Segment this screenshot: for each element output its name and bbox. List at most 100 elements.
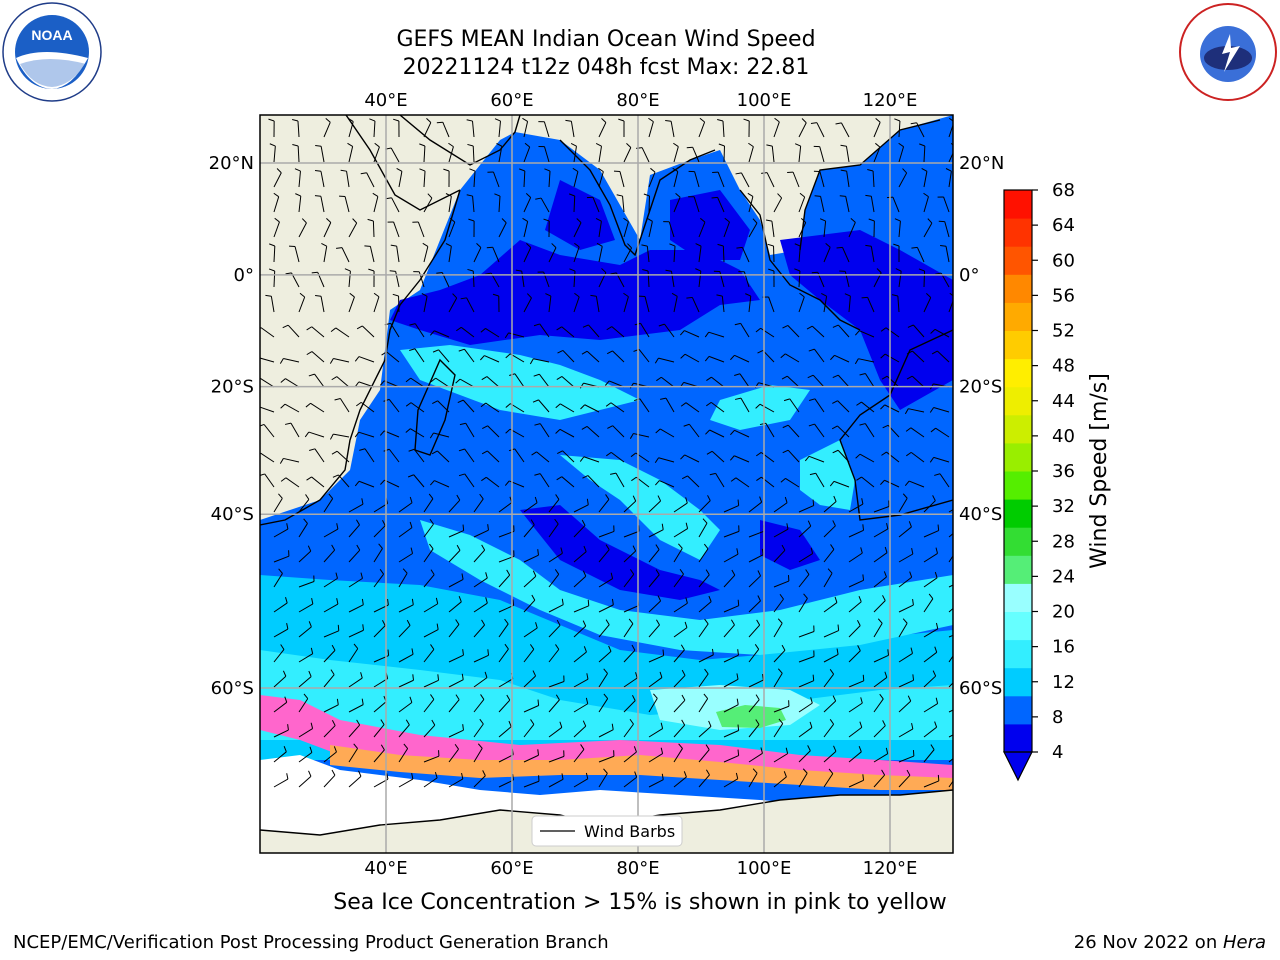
wind-barb — [260, 406, 275, 413]
wind-barb — [681, 475, 700, 488]
wind-barb — [273, 493, 283, 513]
sea-ice-note: Sea Ice Concentration > 15% is shown in … — [333, 890, 947, 915]
wind-barb — [873, 720, 886, 738]
wind-barb — [423, 597, 439, 613]
wind-barb — [456, 326, 475, 338]
chart-title: GEFS MEAN Indian Ocean Wind Speed — [396, 27, 816, 52]
wind-barb — [348, 218, 358, 238]
wind-barb — [798, 118, 807, 138]
colorbar-tick-label: 52 — [1052, 321, 1075, 342]
wind-barb — [929, 407, 950, 413]
noaa-logo: NOAA — [2, 2, 102, 102]
wind-barb — [773, 668, 783, 688]
wind-barb — [712, 171, 725, 188]
wind-barb — [323, 572, 338, 588]
wind-barb — [309, 448, 325, 463]
wind-barb — [613, 170, 625, 188]
wind-barb — [748, 747, 763, 763]
wind-barb — [535, 197, 550, 213]
colorbar-bin — [1004, 639, 1032, 669]
wind-barb — [848, 645, 861, 663]
wind-barb — [898, 168, 908, 188]
wind-barb — [880, 404, 900, 413]
wind-barb — [409, 348, 425, 363]
wind-barb — [673, 694, 686, 713]
wind-barb — [473, 619, 486, 638]
wind-barb — [945, 168, 952, 188]
wind-barb — [372, 192, 379, 213]
wind-barb — [348, 719, 361, 738]
wind-barb — [598, 118, 607, 138]
wind-barb — [348, 770, 362, 788]
wind-barb — [904, 408, 925, 415]
wind-barb — [698, 744, 710, 763]
wind-barb — [555, 403, 575, 413]
wind-barb — [798, 520, 812, 538]
wind-barb — [823, 544, 835, 563]
wind-barb — [523, 622, 538, 638]
lat-tick-label-right: 40°S — [959, 504, 1002, 525]
wind-barb — [538, 145, 550, 163]
footer-date: 26 Nov 2022 on Hera — [1074, 932, 1266, 953]
wind-barb — [443, 168, 450, 188]
wind-barb — [304, 431, 325, 438]
wind-barb — [321, 242, 328, 263]
wind-barb — [573, 673, 589, 688]
wind-barb — [473, 649, 490, 663]
wind-barb — [898, 548, 914, 563]
wind-barb — [315, 295, 325, 313]
wind-barb — [582, 475, 600, 488]
map-legend: Wind Barbs — [531, 815, 683, 847]
wind-barb — [948, 607, 953, 613]
wind-barb — [695, 268, 702, 288]
colorbar-bin — [1004, 555, 1032, 584]
wind-barb — [773, 771, 787, 788]
wind-barb — [730, 477, 750, 488]
wind-barb — [412, 221, 425, 238]
wind-barb — [673, 621, 688, 638]
colorbar-bin — [1004, 246, 1032, 275]
wind-barb — [523, 719, 535, 738]
wind-barb — [706, 450, 725, 463]
wind-barb — [273, 550, 290, 563]
wind-barb — [458, 448, 475, 463]
wind-barb — [273, 568, 283, 588]
wind-barb — [481, 376, 500, 388]
wind-barb — [538, 121, 550, 138]
wind-barb — [356, 325, 375, 338]
wind-barb — [323, 746, 337, 763]
wind-barb — [848, 674, 865, 688]
wind-barb — [673, 568, 684, 588]
noaa-logo-text: NOAA — [31, 27, 72, 43]
wind-barb — [948, 709, 953, 713]
wind-barb — [298, 770, 312, 788]
wind-barb — [683, 423, 700, 438]
wind-barb — [848, 217, 856, 238]
wind-barb — [623, 618, 634, 638]
wind-barb — [273, 168, 282, 188]
wind-barb — [292, 119, 300, 138]
wind-barb — [948, 292, 953, 313]
wind-barb — [467, 268, 475, 288]
wind-barb — [716, 294, 725, 313]
wind-barb — [498, 720, 512, 738]
wind-barb — [773, 718, 784, 738]
wind-barb — [269, 143, 276, 163]
wind-barb — [623, 746, 637, 763]
wind-barb — [723, 724, 740, 738]
colorbar-bin — [1004, 218, 1032, 247]
wind-barb — [806, 325, 825, 338]
wind-barb — [782, 325, 800, 338]
wind-barb — [423, 493, 434, 513]
wind-barb — [930, 427, 950, 438]
wind-barb — [348, 672, 363, 688]
wind-barb — [273, 623, 289, 638]
wind-barb — [698, 720, 712, 738]
wind-barb — [423, 644, 435, 663]
wind-barb — [734, 373, 750, 388]
wind-barb — [429, 330, 450, 338]
wind-barb — [323, 544, 336, 563]
wind-barb — [948, 117, 953, 138]
colorbar-bin — [1004, 527, 1032, 556]
sea-ice-edge-orange — [330, 745, 953, 790]
